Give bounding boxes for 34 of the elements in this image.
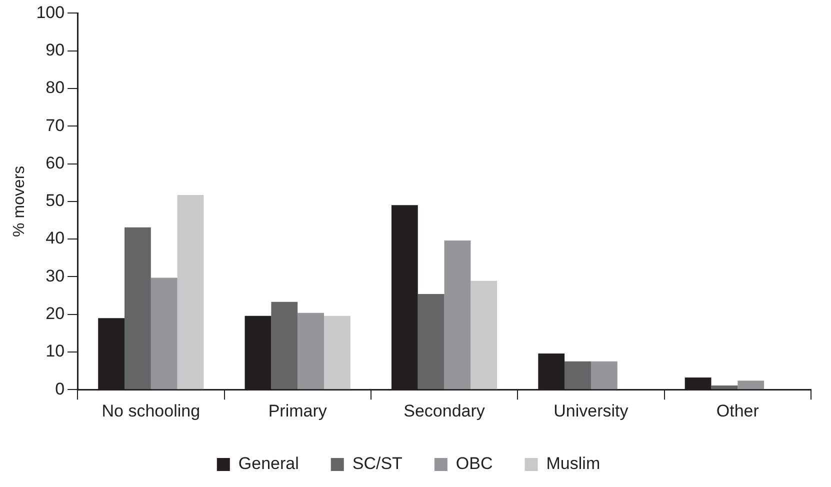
bar	[271, 302, 298, 390]
y-tick-label: 30	[46, 266, 65, 286]
bar	[711, 385, 738, 390]
x-tick-label: University	[554, 401, 629, 420]
x-tick-label: Other	[716, 401, 760, 420]
y-tick-label: 70	[46, 116, 65, 135]
bar	[324, 316, 350, 390]
legend-label: SC/ST	[352, 454, 402, 474]
bar	[564, 361, 591, 390]
bar	[470, 280, 498, 390]
bar	[590, 361, 618, 390]
bar	[177, 195, 204, 390]
bar	[418, 294, 444, 390]
bar	[298, 312, 324, 390]
legend-label: OBC	[456, 454, 493, 474]
y-tick-label: 50	[46, 191, 65, 210]
y-axis-title: % movers	[11, 166, 28, 237]
y-tick-label: 40	[46, 228, 65, 248]
bar	[738, 380, 764, 390]
y-tick-label: 90	[46, 40, 65, 60]
legend-label: Muslim	[546, 454, 600, 474]
y-tick-label: 0	[55, 379, 65, 398]
x-tick-label: Primary	[268, 401, 328, 420]
y-tick-label: 80	[46, 78, 65, 98]
bar	[444, 240, 471, 390]
y-tick-label: 100	[36, 2, 65, 22]
x-tick-label: Secondary	[404, 401, 486, 420]
y-tick-label: 60	[46, 153, 65, 172]
y-tick-label: 10	[46, 342, 65, 361]
bar	[150, 278, 178, 390]
y-tick-label: 20	[46, 304, 65, 324]
x-tick-label: No schooling	[102, 401, 200, 420]
bar	[124, 227, 151, 390]
legend-label: General	[238, 454, 299, 474]
